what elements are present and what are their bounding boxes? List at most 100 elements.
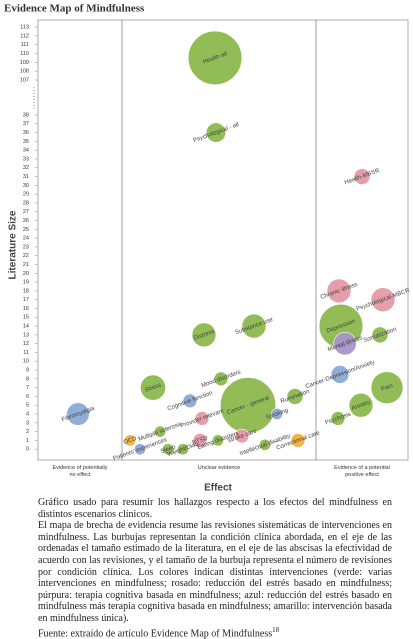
y-tick-label: 9 [26, 368, 29, 374]
y-tick-label: 7 [26, 385, 29, 391]
y-tick-label: 17 [23, 297, 29, 303]
y-tick-label: 21 [23, 262, 29, 268]
bubble [259, 438, 271, 451]
bubble [205, 122, 227, 143]
x-category-label: Unclear evidence [198, 465, 241, 471]
y-tick-label: 32 [23, 165, 29, 171]
plot-frame [37, 19, 409, 461]
y-tick-label: 110 [20, 51, 29, 57]
bubble [124, 434, 136, 447]
bubble [271, 408, 283, 420]
y-tick-label: 24 [23, 236, 29, 242]
y-tick-label: 16 [23, 306, 29, 312]
y-tick-label: 113 [20, 24, 29, 30]
y-tick-label: 26 [23, 218, 29, 224]
y-tick-label: 28 [23, 200, 29, 206]
y-tick-label: 4 [26, 411, 29, 417]
bubble [241, 313, 267, 339]
y-tick-label: 27 [23, 209, 29, 215]
bubble [187, 30, 243, 86]
y-tick-label: 8 [26, 376, 29, 382]
bubble [234, 428, 250, 444]
caption-paragraph: Gráfico usado para resumir los hallazgos… [38, 497, 392, 520]
bubble [191, 322, 217, 348]
bubble-label: Pain [381, 383, 394, 393]
y-tick-label: 20 [23, 271, 29, 277]
y-tick-label: 6 [26, 394, 29, 400]
bubble [182, 393, 198, 409]
y-tick-label: 108 [20, 69, 29, 75]
y-tick-label: 18 [23, 288, 29, 294]
x-category-line: positive effect [345, 472, 379, 478]
y-tick-label: 11 [23, 350, 29, 356]
x-category-line: no effect [70, 472, 91, 478]
y-tick-label: 34 [23, 148, 29, 154]
y-tick-label: 111 [21, 42, 29, 48]
y-tick-label: 30 [23, 183, 29, 189]
y-tick-label: 33 [23, 156, 29, 162]
y-tick-label: 35 [23, 139, 29, 145]
bubble-label: Stress [144, 382, 162, 393]
source-text: Fuente: extraído de artículo Evidence Ma… [38, 627, 273, 639]
y-tick-label: 22 [23, 253, 29, 259]
bubble [371, 326, 389, 344]
bubble [330, 365, 350, 384]
y-tick-label: 19 [23, 280, 29, 286]
y-tick-label: 112 [20, 33, 29, 39]
y-tick-label: 25 [23, 227, 29, 233]
y-tick-label: 0 [26, 447, 29, 453]
x-axis-label: Effect [204, 483, 232, 494]
bubble [330, 411, 346, 426]
bubble [194, 411, 210, 426]
bubble [348, 392, 374, 418]
y-tick-label: 107 [20, 77, 29, 83]
bubble [192, 433, 208, 448]
y-tick-label: 12 [23, 341, 29, 347]
page: Evidence Map of Mindfulness Literature S… [4, 2, 412, 639]
y-tick-label: 29 [23, 192, 29, 198]
bubble [353, 168, 371, 185]
bubble [66, 402, 90, 426]
y-tick-label: 31 [23, 174, 29, 180]
y-tick-label: 10 [23, 359, 29, 365]
caption-source: Fuente: extraído de artículo Evidence Ma… [38, 625, 392, 639]
y-tick-label: 38 [23, 112, 29, 118]
bubble-label: Sleep [160, 444, 177, 455]
caption: Gráfico usado para resumir los hallazgos… [38, 497, 392, 639]
bubble [154, 425, 166, 438]
x-category-label: Evidence of a potential positive effect [334, 465, 390, 478]
bubble [370, 287, 396, 312]
y-tick-label: 37 [23, 121, 29, 127]
bubble [212, 434, 224, 447]
y-tick-label: 109 [20, 60, 29, 66]
bubble [286, 388, 304, 405]
bubble [177, 443, 189, 456]
bubble [290, 433, 306, 448]
x-category-label: Evidence of potentially no effect [52, 465, 107, 478]
x-category-line: Evidence of potentially [52, 465, 107, 471]
y-tick-label: 36 [23, 130, 29, 136]
y-tick-label: 23 [23, 244, 29, 250]
bubble [134, 443, 146, 456]
y-axis-label: Literature Size [8, 210, 19, 279]
y-tick-label: 15 [23, 315, 29, 321]
bubble [370, 371, 404, 404]
bubble [333, 332, 357, 356]
caption-paragraph: El mapa de brecha de evidencia resume la… [38, 520, 392, 624]
bubble-label: Cancer-Depression/Anxiety [305, 360, 376, 391]
x-category-line: Evidence of a potential [334, 465, 390, 471]
y-tick-label: 5 [26, 403, 29, 409]
chart-title: Evidence Map of Mindfulness [4, 3, 145, 15]
source-ref: 18 [272, 625, 280, 634]
x-category-line: Unclear evidence [198, 465, 241, 471]
bubble [140, 374, 166, 401]
y-tick-label: 1 [26, 438, 29, 444]
bubble-label: OCD [123, 436, 138, 446]
bubble-label: PTSD [192, 435, 210, 446]
y-tick-label: 3 [26, 420, 29, 426]
y-tick-label: 14 [23, 324, 29, 330]
y-tick-label: 13 [23, 332, 29, 338]
chart: Evidence Map of Mindfulness Literature S… [4, 3, 411, 494]
bubble [162, 443, 174, 456]
bubble [326, 278, 352, 304]
